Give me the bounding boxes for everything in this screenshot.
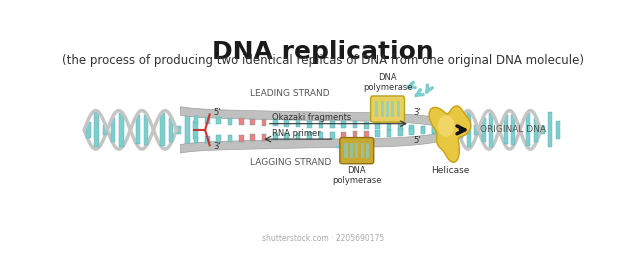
- Bar: [193, 116, 198, 123]
- Text: DNA replication: DNA replication: [212, 40, 433, 64]
- Bar: [239, 135, 244, 141]
- Bar: [227, 118, 232, 125]
- Bar: [216, 136, 221, 142]
- Text: 3': 3': [413, 108, 421, 117]
- Bar: [355, 143, 358, 158]
- Text: RNA primer: RNA primer: [272, 129, 320, 137]
- Bar: [410, 128, 414, 135]
- FancyBboxPatch shape: [340, 137, 374, 164]
- Bar: [285, 133, 289, 140]
- Polygon shape: [180, 107, 440, 128]
- Bar: [504, 115, 508, 144]
- Bar: [432, 127, 437, 134]
- Bar: [556, 121, 560, 139]
- Bar: [548, 112, 553, 147]
- FancyBboxPatch shape: [370, 96, 404, 122]
- Bar: [345, 143, 348, 158]
- Bar: [526, 113, 530, 146]
- Text: DNA
polymerase: DNA polymerase: [363, 73, 412, 92]
- Text: Helicase: Helicase: [431, 166, 469, 175]
- Text: (the process of producing two identical replicas of DNA from one original DNA mo: (the process of producing two identical …: [62, 54, 584, 67]
- Text: DNA
polymerase: DNA polymerase: [332, 166, 382, 185]
- Bar: [459, 122, 464, 138]
- Bar: [250, 134, 255, 141]
- Ellipse shape: [438, 115, 454, 137]
- Polygon shape: [180, 132, 440, 153]
- Bar: [330, 132, 335, 139]
- Bar: [216, 117, 221, 124]
- Bar: [512, 115, 515, 145]
- Bar: [86, 122, 91, 138]
- Bar: [534, 118, 537, 142]
- Bar: [375, 130, 380, 137]
- Bar: [261, 119, 266, 126]
- Bar: [296, 120, 301, 127]
- Bar: [273, 133, 278, 140]
- Bar: [467, 112, 471, 148]
- Bar: [273, 119, 278, 126]
- Text: 3': 3': [214, 142, 221, 151]
- Bar: [398, 129, 403, 136]
- Bar: [375, 122, 380, 129]
- Bar: [227, 135, 232, 142]
- Bar: [375, 101, 378, 117]
- Bar: [261, 134, 266, 141]
- Bar: [111, 118, 115, 142]
- Bar: [185, 112, 190, 147]
- Bar: [353, 122, 357, 128]
- Bar: [193, 137, 198, 143]
- Bar: [307, 132, 312, 139]
- Bar: [387, 130, 391, 137]
- Bar: [364, 131, 369, 138]
- Text: shutterstock.com · 2205690175: shutterstock.com · 2205690175: [261, 234, 384, 243]
- Bar: [307, 121, 312, 127]
- Bar: [387, 123, 391, 130]
- Bar: [421, 126, 425, 133]
- Bar: [103, 125, 107, 135]
- Bar: [205, 117, 210, 124]
- Bar: [391, 101, 394, 117]
- Text: 5': 5': [413, 136, 420, 145]
- Bar: [250, 118, 255, 125]
- Bar: [319, 121, 323, 128]
- Bar: [160, 113, 165, 146]
- Polygon shape: [429, 106, 471, 162]
- Bar: [432, 126, 437, 133]
- Bar: [360, 143, 364, 158]
- Bar: [177, 125, 181, 134]
- Text: ORIGINAL DNA: ORIGINAL DNA: [480, 125, 546, 134]
- Bar: [341, 132, 346, 139]
- Bar: [541, 125, 545, 134]
- Bar: [119, 113, 123, 146]
- Bar: [319, 132, 323, 139]
- Bar: [489, 113, 493, 146]
- Bar: [169, 118, 173, 142]
- Bar: [410, 125, 414, 132]
- Bar: [135, 115, 140, 144]
- Bar: [364, 122, 369, 129]
- Bar: [481, 118, 486, 142]
- Bar: [353, 131, 357, 138]
- Text: Okazaki fragments: Okazaki fragments: [272, 113, 351, 122]
- Bar: [386, 101, 389, 117]
- Bar: [421, 127, 425, 134]
- Bar: [397, 101, 400, 117]
- Bar: [381, 101, 384, 117]
- Text: LEADING STRAND: LEADING STRAND: [249, 89, 329, 98]
- Bar: [366, 143, 369, 158]
- Bar: [296, 132, 301, 139]
- Bar: [205, 136, 210, 143]
- Bar: [474, 125, 478, 135]
- Bar: [350, 143, 353, 158]
- Bar: [193, 121, 198, 139]
- Bar: [285, 120, 289, 127]
- Bar: [144, 115, 148, 145]
- Text: 5': 5': [214, 108, 221, 117]
- Bar: [239, 118, 244, 125]
- Bar: [94, 112, 99, 148]
- Bar: [330, 121, 335, 128]
- Bar: [398, 124, 403, 131]
- Bar: [341, 121, 346, 128]
- Text: LAGGING STRAND: LAGGING STRAND: [249, 158, 331, 167]
